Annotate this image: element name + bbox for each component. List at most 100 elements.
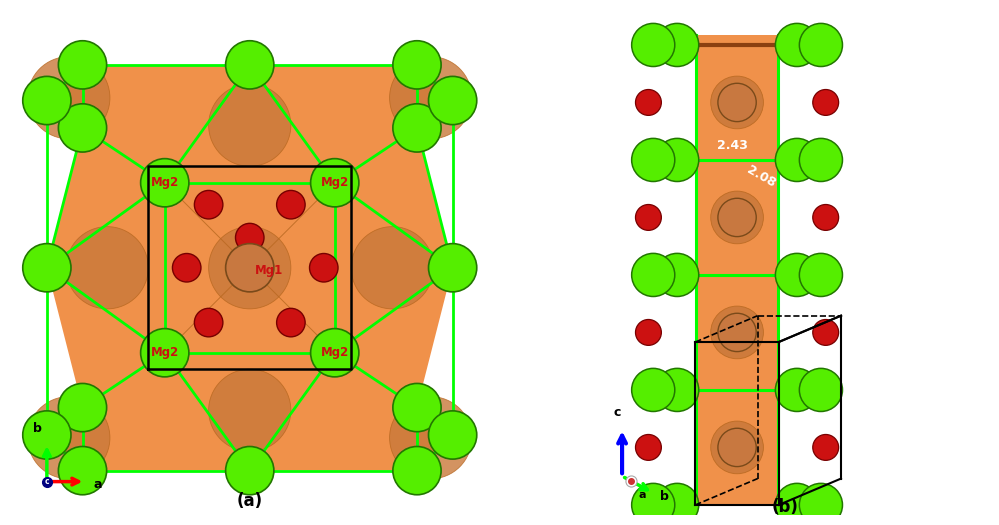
Circle shape <box>631 369 674 412</box>
Circle shape <box>58 104 107 152</box>
Text: (a): (a) <box>237 492 263 510</box>
Circle shape <box>799 484 842 525</box>
Polygon shape <box>47 128 165 407</box>
Circle shape <box>631 484 674 525</box>
Circle shape <box>718 83 756 122</box>
Polygon shape <box>47 353 250 470</box>
Text: Mg2: Mg2 <box>321 176 349 189</box>
Text: b: b <box>33 422 41 435</box>
Circle shape <box>655 24 698 67</box>
Circle shape <box>236 223 264 252</box>
Text: b: b <box>660 490 669 503</box>
Circle shape <box>393 41 442 89</box>
Circle shape <box>775 369 818 412</box>
Text: Mg2: Mg2 <box>151 176 179 189</box>
Circle shape <box>718 313 756 352</box>
Circle shape <box>813 90 838 116</box>
Polygon shape <box>696 191 778 244</box>
Circle shape <box>58 383 107 432</box>
Circle shape <box>710 191 763 244</box>
Circle shape <box>724 435 750 460</box>
Circle shape <box>195 308 223 337</box>
Circle shape <box>635 320 661 345</box>
Polygon shape <box>696 306 778 359</box>
Polygon shape <box>83 353 417 470</box>
Circle shape <box>141 329 189 377</box>
Circle shape <box>813 435 838 460</box>
Text: 2.08: 2.08 <box>744 163 777 190</box>
Circle shape <box>310 254 338 282</box>
Polygon shape <box>47 65 250 183</box>
Circle shape <box>393 383 442 432</box>
Circle shape <box>28 396 110 479</box>
Polygon shape <box>696 35 778 505</box>
Circle shape <box>635 90 661 116</box>
Circle shape <box>23 411 71 459</box>
Circle shape <box>710 306 763 359</box>
Circle shape <box>631 254 674 297</box>
Text: 2.43: 2.43 <box>717 139 747 152</box>
Circle shape <box>799 369 842 412</box>
Polygon shape <box>165 183 335 353</box>
Text: a: a <box>638 490 646 500</box>
Text: c: c <box>613 406 621 418</box>
Polygon shape <box>250 353 453 470</box>
Circle shape <box>277 191 305 219</box>
Circle shape <box>724 90 750 116</box>
Polygon shape <box>335 128 453 407</box>
Circle shape <box>23 76 71 124</box>
Circle shape <box>209 227 291 309</box>
Circle shape <box>352 227 434 309</box>
Polygon shape <box>250 65 453 183</box>
Polygon shape <box>696 76 778 129</box>
Circle shape <box>799 254 842 297</box>
Circle shape <box>28 57 110 139</box>
Circle shape <box>710 76 763 129</box>
Circle shape <box>23 244 71 292</box>
Circle shape <box>311 329 359 377</box>
Circle shape <box>66 227 148 309</box>
Circle shape <box>655 484 698 525</box>
Polygon shape <box>696 421 778 474</box>
Circle shape <box>813 320 838 345</box>
Circle shape <box>195 191 223 219</box>
Circle shape <box>775 254 818 297</box>
Circle shape <box>393 104 442 152</box>
Circle shape <box>775 484 818 525</box>
Circle shape <box>724 205 750 230</box>
Circle shape <box>655 139 698 182</box>
Circle shape <box>655 369 698 412</box>
Circle shape <box>775 139 818 182</box>
Circle shape <box>209 369 291 452</box>
Circle shape <box>710 421 763 474</box>
Circle shape <box>635 205 661 230</box>
Text: (b): (b) <box>771 498 798 516</box>
Circle shape <box>390 57 472 139</box>
Circle shape <box>724 320 750 345</box>
Polygon shape <box>83 65 417 183</box>
Text: Mg1: Mg1 <box>255 264 283 277</box>
Circle shape <box>429 76 477 124</box>
Circle shape <box>813 205 838 230</box>
Circle shape <box>277 308 305 337</box>
Circle shape <box>173 254 201 282</box>
Circle shape <box>429 244 477 292</box>
Circle shape <box>226 41 274 89</box>
Circle shape <box>655 254 698 297</box>
Circle shape <box>226 446 274 495</box>
Text: Mg2: Mg2 <box>151 346 179 359</box>
Circle shape <box>635 435 661 460</box>
Text: a: a <box>94 478 102 491</box>
Text: Mg2: Mg2 <box>321 346 349 359</box>
Circle shape <box>631 139 674 182</box>
Circle shape <box>226 244 274 292</box>
Text: c: c <box>45 477 49 486</box>
Circle shape <box>718 198 756 237</box>
Circle shape <box>141 159 189 207</box>
Circle shape <box>799 139 842 182</box>
Circle shape <box>390 396 472 479</box>
Circle shape <box>429 411 477 459</box>
Circle shape <box>775 24 818 67</box>
Circle shape <box>799 24 842 67</box>
Circle shape <box>209 84 291 166</box>
